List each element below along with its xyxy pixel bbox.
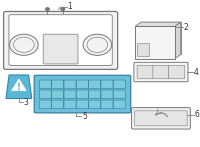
FancyBboxPatch shape xyxy=(76,90,88,99)
Polygon shape xyxy=(12,79,26,91)
FancyBboxPatch shape xyxy=(39,100,51,109)
Circle shape xyxy=(46,8,49,10)
FancyBboxPatch shape xyxy=(64,100,76,109)
FancyBboxPatch shape xyxy=(34,75,131,113)
FancyBboxPatch shape xyxy=(89,100,101,109)
FancyBboxPatch shape xyxy=(101,80,113,89)
Circle shape xyxy=(83,34,112,55)
Text: 6: 6 xyxy=(194,110,199,119)
FancyBboxPatch shape xyxy=(101,100,113,109)
FancyBboxPatch shape xyxy=(89,90,101,99)
FancyBboxPatch shape xyxy=(4,11,118,69)
FancyBboxPatch shape xyxy=(153,65,169,79)
FancyBboxPatch shape xyxy=(9,15,112,65)
FancyBboxPatch shape xyxy=(113,80,125,89)
Polygon shape xyxy=(135,22,181,26)
Polygon shape xyxy=(141,22,181,54)
Text: 4: 4 xyxy=(194,67,199,77)
FancyBboxPatch shape xyxy=(137,43,149,56)
FancyBboxPatch shape xyxy=(89,80,101,89)
FancyBboxPatch shape xyxy=(137,65,153,79)
Text: 1: 1 xyxy=(67,2,72,11)
FancyBboxPatch shape xyxy=(39,90,51,99)
Circle shape xyxy=(10,34,38,55)
FancyBboxPatch shape xyxy=(39,80,51,89)
Text: 5: 5 xyxy=(82,112,87,121)
FancyBboxPatch shape xyxy=(52,100,64,109)
Text: 3: 3 xyxy=(23,98,28,107)
Polygon shape xyxy=(6,75,32,98)
FancyBboxPatch shape xyxy=(134,62,188,82)
Polygon shape xyxy=(135,26,175,59)
FancyBboxPatch shape xyxy=(76,100,88,109)
FancyBboxPatch shape xyxy=(43,34,78,64)
FancyBboxPatch shape xyxy=(113,90,125,99)
FancyBboxPatch shape xyxy=(135,111,187,126)
FancyBboxPatch shape xyxy=(64,80,76,89)
FancyBboxPatch shape xyxy=(52,80,64,89)
FancyBboxPatch shape xyxy=(132,108,190,129)
FancyBboxPatch shape xyxy=(64,90,76,99)
Text: 2: 2 xyxy=(183,23,188,32)
FancyBboxPatch shape xyxy=(113,100,125,109)
Polygon shape xyxy=(175,22,181,59)
Circle shape xyxy=(61,8,65,10)
FancyBboxPatch shape xyxy=(101,90,113,99)
FancyBboxPatch shape xyxy=(52,90,64,99)
FancyBboxPatch shape xyxy=(169,65,185,79)
FancyBboxPatch shape xyxy=(76,80,88,89)
